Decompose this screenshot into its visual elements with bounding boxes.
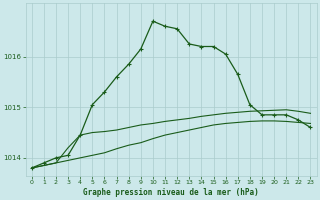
X-axis label: Graphe pression niveau de la mer (hPa): Graphe pression niveau de la mer (hPa) bbox=[83, 188, 259, 197]
